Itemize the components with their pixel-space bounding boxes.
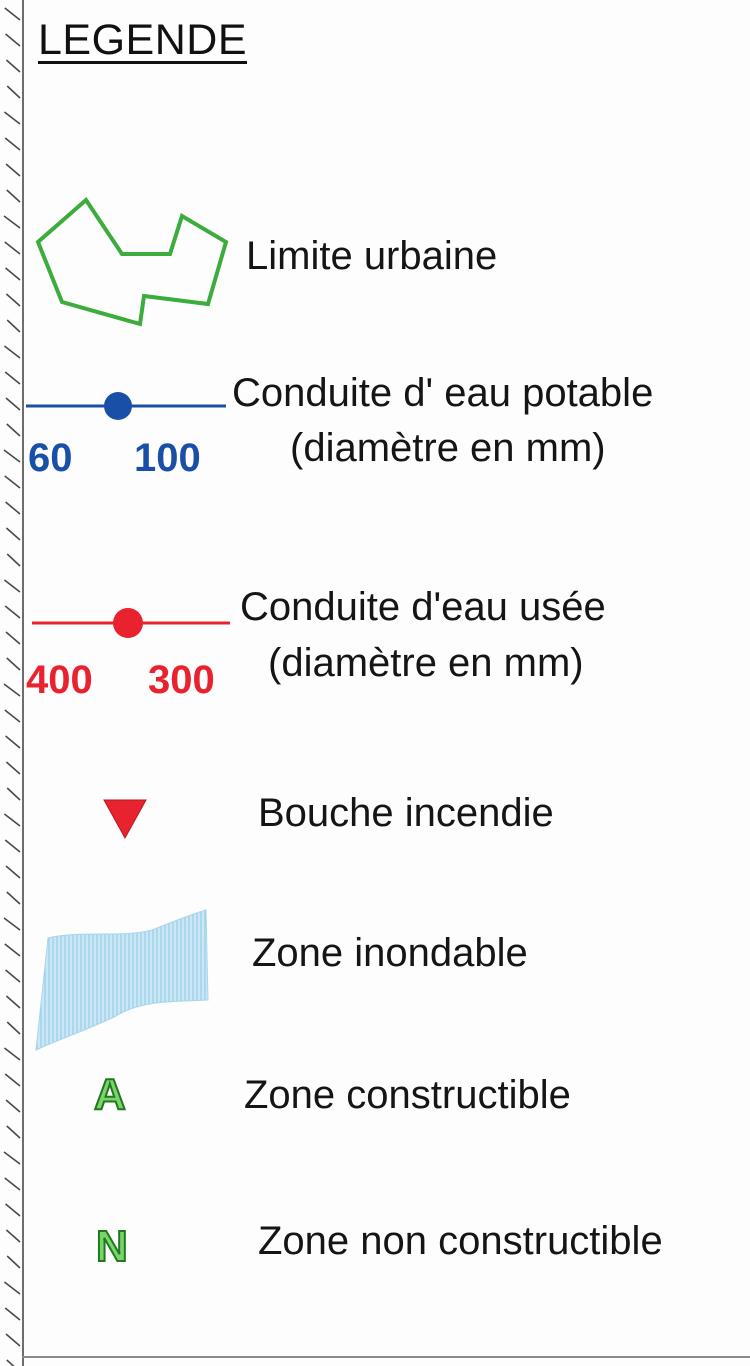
fire-hydrant-triangle-icon [103, 799, 147, 840]
urban-limit-label: Limite urbaine [246, 234, 498, 278]
drinking-water-label-line1: Conduite d' eau potable [232, 371, 654, 415]
fire-hydrant-label: Bouche incendie [258, 791, 554, 835]
legend-frame-left [22, 0, 24, 1366]
legend-title: LEGENDE [38, 16, 248, 64]
drinking-water-label-line2: (diamètre en mm) [290, 426, 606, 470]
map-edge-hatching [3, 7, 21, 1366]
wastewater-diameter-400: 400 [26, 658, 93, 702]
wastewater-diameter-300: 300 [148, 658, 215, 702]
zone-a-letter-icon: A [93, 1069, 127, 1120]
drinking-water-diameter-100: 100 [134, 436, 201, 480]
wastewater-pipe-icon [32, 608, 230, 638]
urban-limit-polygon-icon [35, 196, 229, 327]
buildable-zone-label: Zone constructible [244, 1073, 571, 1117]
flood-zone-label: Zone inondable [252, 931, 528, 975]
wastewater-label-line1: Conduite d'eau usée [240, 585, 606, 629]
wastewater-label-line2: (diamètre en mm) [268, 641, 584, 685]
zone-n-letter-icon: N [95, 1221, 129, 1272]
non-buildable-zone-label: Zone non constructible [258, 1219, 663, 1263]
flood-zone-area-icon [35, 909, 209, 1051]
drinking-water-pipe-icon [26, 392, 226, 420]
legend-frame-bottom [22, 1356, 750, 1358]
drinking-water-diameter-60: 60 [28, 436, 73, 480]
